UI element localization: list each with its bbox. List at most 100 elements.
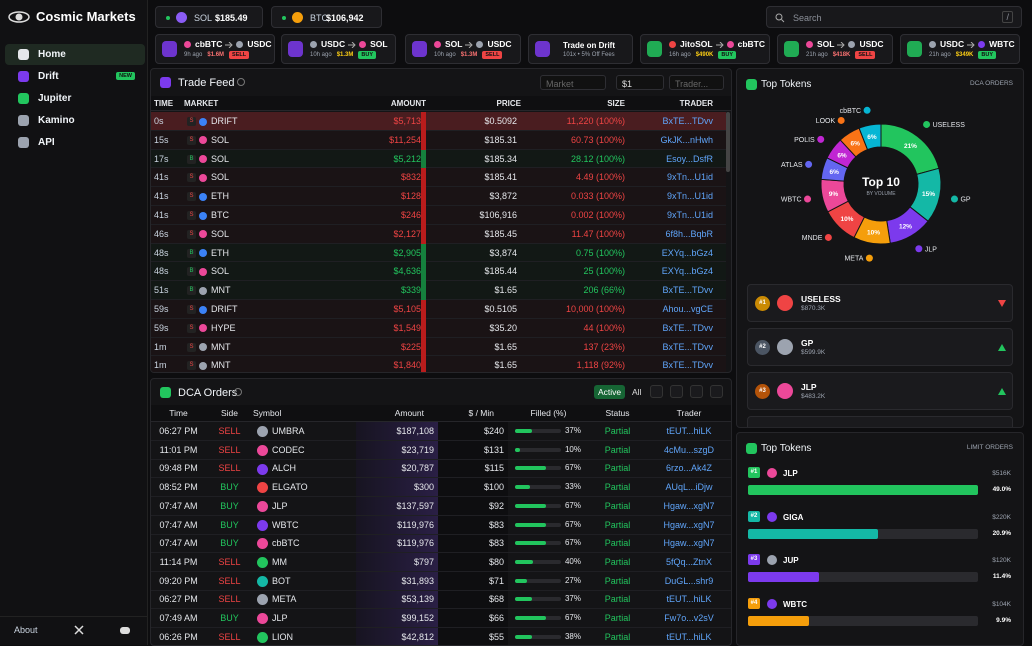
- tool-button[interactable]: [690, 385, 703, 398]
- trade-amount: $246: [321, 206, 421, 224]
- card-pair: USDC SOL: [310, 39, 388, 49]
- market-name: SOL: [211, 266, 229, 276]
- tool-button[interactable]: [650, 385, 663, 398]
- amount-bar: [421, 225, 426, 244]
- about-link[interactable]: About: [14, 625, 38, 635]
- filter-input[interactable]: Trader...: [669, 75, 724, 90]
- card-icon: [535, 41, 550, 57]
- tool-button[interactable]: [670, 385, 683, 398]
- share-bar: [748, 529, 878, 539]
- token-label: LOOK: [816, 118, 836, 125]
- trade-price: $0.5105: [427, 300, 517, 318]
- column-header: Filled (%): [511, 404, 586, 422]
- token-icon: [199, 249, 207, 257]
- token-icon: [257, 594, 268, 605]
- card-ago: 10h ago: [434, 52, 456, 58]
- panel-title: Top Tokens: [761, 443, 811, 454]
- trade-market: SOL: [199, 225, 309, 243]
- trade-trader: GkJK...nHwh: [627, 131, 713, 149]
- nav-item[interactable]: API: [5, 132, 145, 153]
- trade-trader: 9xTn...U1id: [627, 168, 713, 186]
- dca-status: Partial: [586, 441, 649, 459]
- trade-time: 41s: [154, 206, 184, 224]
- arrow: [225, 42, 233, 48]
- market-name: HYPE: [211, 323, 236, 333]
- card-ago: 21h ago: [806, 52, 828, 58]
- symbol-name: MM: [272, 557, 287, 567]
- column-header: Status: [586, 404, 649, 422]
- dca-time: 07:47 AM: [151, 497, 206, 515]
- token-label: POLIS: [794, 137, 815, 144]
- token-icon: [257, 520, 268, 531]
- dca-status: Partial: [586, 478, 649, 496]
- trade-time: 51s: [154, 281, 184, 299]
- card-amount: $1.6M: [207, 52, 224, 58]
- search-box[interactable]: Search /: [766, 6, 1022, 28]
- nav-item[interactable]: Kamino: [5, 110, 145, 131]
- nav-item[interactable]: Jupiter: [5, 88, 145, 109]
- trade-amount: $2,127: [321, 225, 421, 243]
- share-label: 20.9%: [993, 530, 1011, 537]
- dca-trader: tEUT...hiLK: [649, 590, 729, 608]
- trade-market: DRIFT: [199, 300, 309, 318]
- card-ago: 9h ago: [184, 52, 202, 58]
- dca-symbol: JLP: [257, 497, 353, 515]
- pair-from: USDC: [321, 39, 345, 49]
- card-side: SELL: [855, 51, 875, 59]
- trade-price: $1.65: [427, 338, 517, 356]
- column-header: $ / Min: [438, 404, 508, 422]
- fill-label: 37%: [561, 422, 581, 440]
- dca-trader: tEUT...hiLK: [649, 422, 729, 440]
- dca-side: SELL: [206, 590, 253, 608]
- arrow-path: [716, 42, 723, 48]
- tab[interactable]: All: [628, 385, 645, 399]
- pair-to: SOL: [370, 39, 387, 49]
- ticker[interactable]: BTC$106,942: [271, 6, 382, 28]
- token-icon: [848, 41, 855, 48]
- dca-side: BUY: [206, 609, 253, 627]
- card-amount: $1.3M: [337, 52, 354, 58]
- trade-size: 206 (66%): [521, 281, 625, 299]
- card-ago: 10h ago: [310, 52, 332, 58]
- token-icon: [199, 362, 207, 370]
- arrow-path: [225, 42, 232, 48]
- segment-label: 12%: [899, 223, 912, 230]
- rank-badge: #1: [755, 296, 770, 311]
- x-icon[interactable]: [74, 625, 84, 635]
- side-badge: S: [187, 211, 196, 220]
- card-ago: 21h ago: [929, 52, 951, 58]
- trade-market: ETH: [199, 187, 309, 205]
- tab[interactable]: Active: [594, 385, 625, 399]
- discord-icon[interactable]: [119, 626, 131, 635]
- ticker[interactable]: SOL$185.49: [155, 6, 263, 28]
- column-header: MARKET: [184, 95, 314, 113]
- segment-label: 6%: [867, 134, 877, 141]
- panel-icon: [746, 79, 757, 90]
- tool-button[interactable]: [710, 385, 723, 398]
- nav-label: Kamino: [38, 115, 75, 126]
- filter-input[interactable]: $1: [616, 75, 664, 90]
- trade-size: 1,118 (92%): [521, 356, 625, 373]
- trade-size: 44 (100%): [521, 319, 625, 337]
- trend-arrow: [998, 344, 1006, 351]
- nav-item[interactable]: Home: [5, 44, 145, 65]
- dca-time: 09:20 PM: [151, 572, 206, 590]
- fill-bar: [515, 560, 533, 564]
- dca-trader: AUqL...iDjw: [649, 478, 729, 496]
- symbol-name: BOT: [272, 576, 291, 586]
- token-icon: [434, 41, 441, 48]
- card-ago: 16h ago: [669, 52, 691, 58]
- filter-input[interactable]: Market: [540, 75, 606, 90]
- side-badge: S: [187, 192, 196, 201]
- dca-time: 07:47 AM: [151, 534, 206, 552]
